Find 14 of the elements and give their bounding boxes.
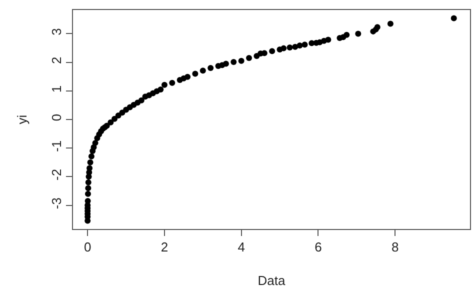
x-tick-label: 0 <box>84 240 92 255</box>
y-tick-label: 0 <box>48 114 64 122</box>
y-axis-title: yi <box>14 114 30 124</box>
x-tick-label: 2 <box>160 240 168 255</box>
y-tick-label: 1 <box>48 85 64 93</box>
x-tick-label: 4 <box>238 240 245 255</box>
y-tick-label: -3 <box>48 198 64 210</box>
y-tick-label: 2 <box>48 56 64 64</box>
x-axis-title: Data <box>258 273 286 288</box>
x-tick-label: 6 <box>314 240 322 255</box>
x-tick-label: 8 <box>391 240 399 255</box>
y-tick-label: 3 <box>48 28 64 36</box>
y-tick-label: -1 <box>48 140 64 152</box>
y-tick-label: -2 <box>48 168 64 181</box>
